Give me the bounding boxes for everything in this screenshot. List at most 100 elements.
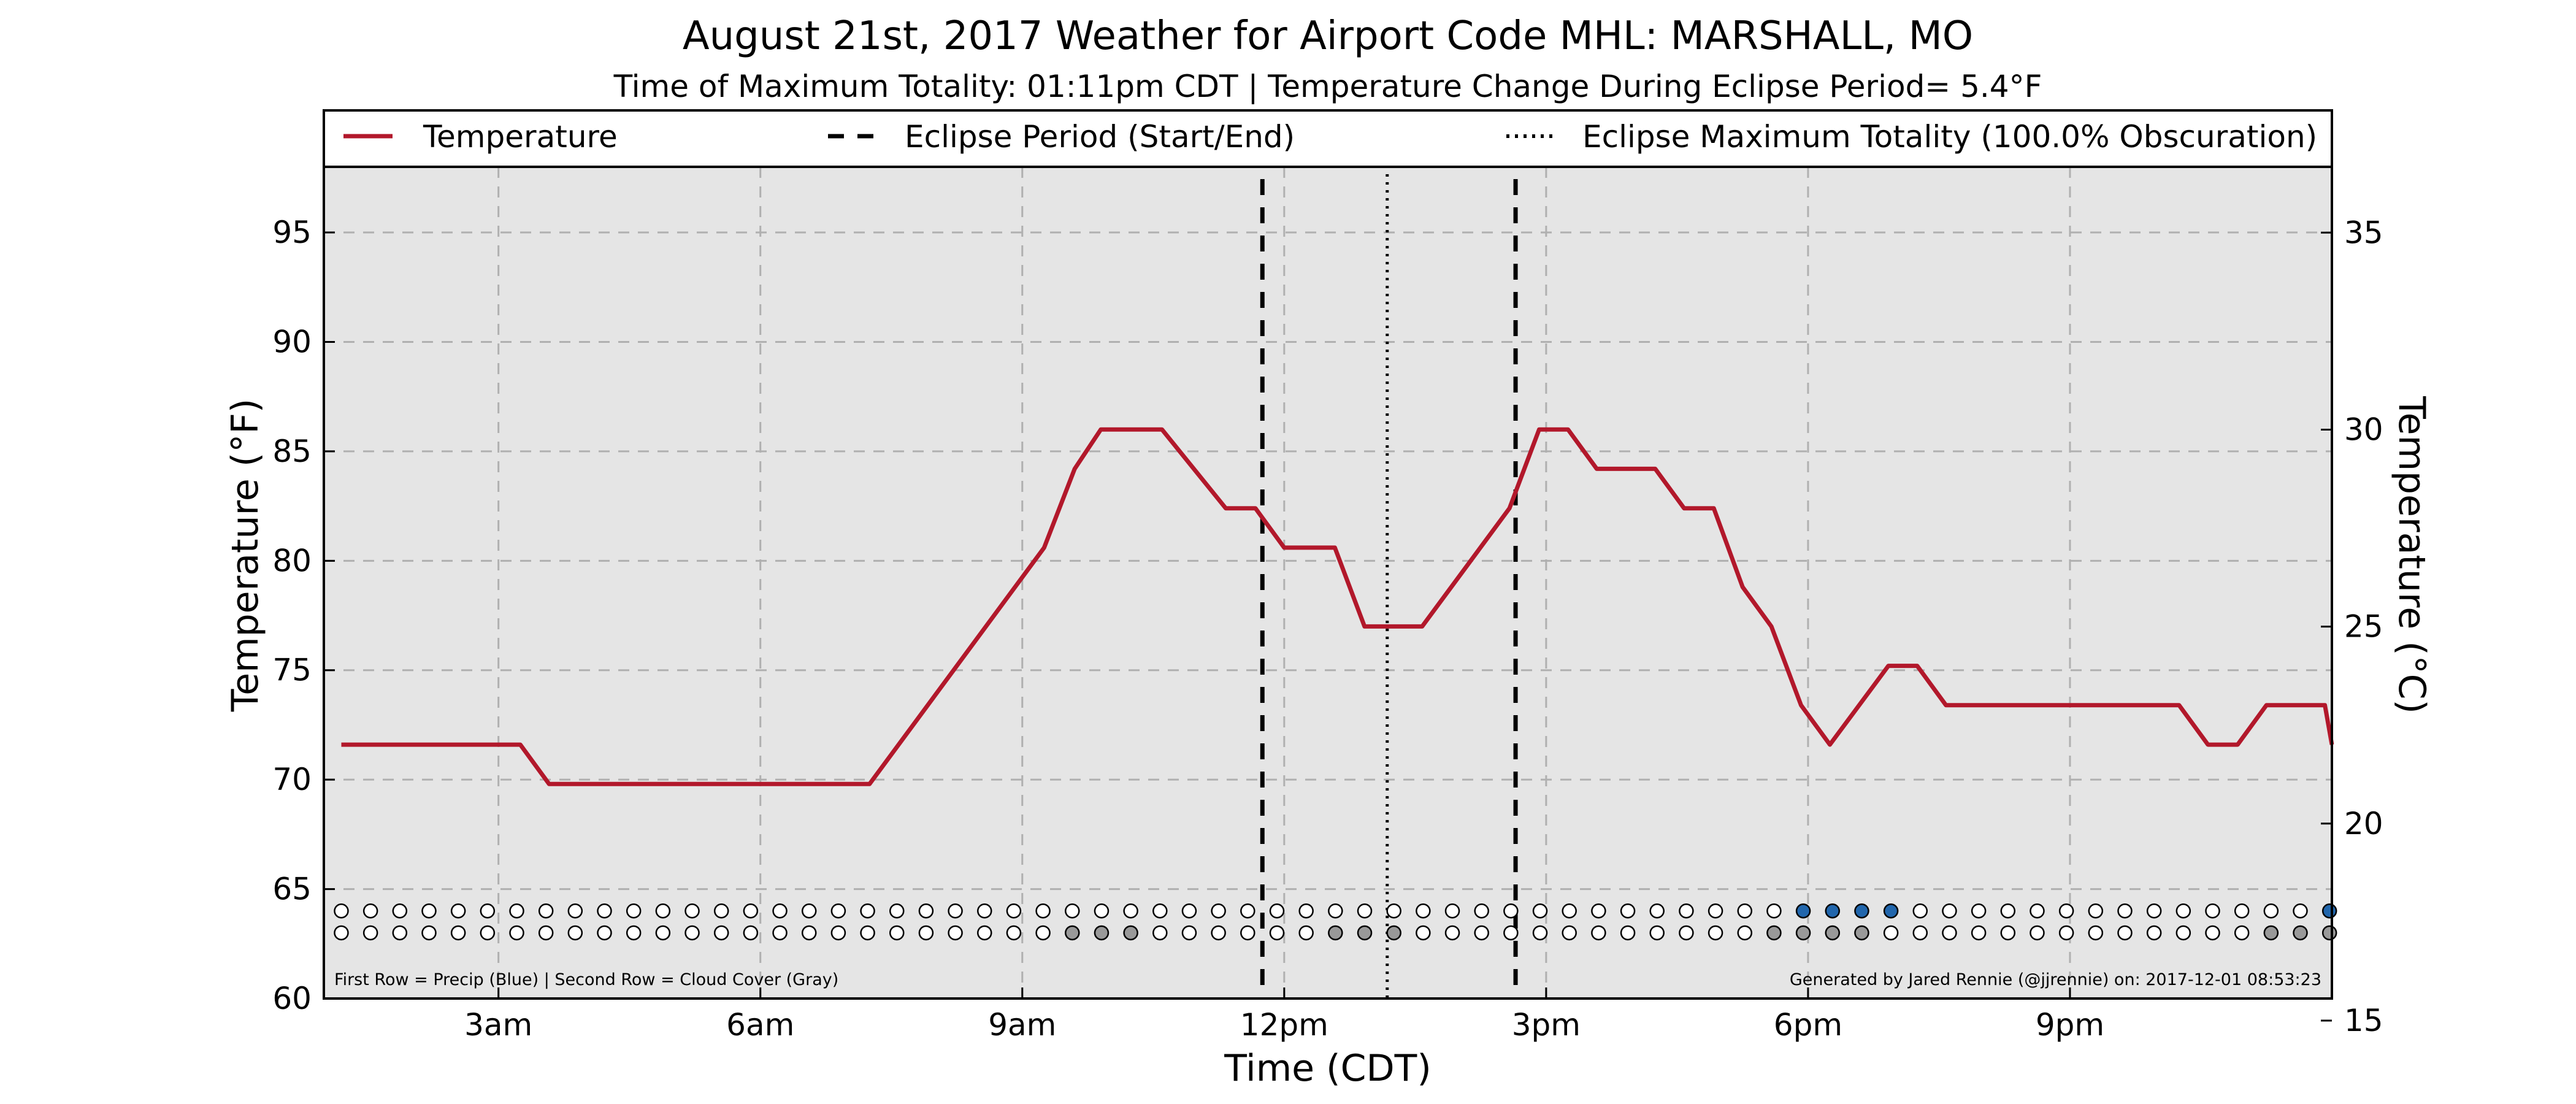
precip-marker — [2293, 903, 2308, 919]
precip-marker — [1240, 903, 1255, 919]
y2-tick-label: 35 — [2344, 215, 2383, 250]
y-tick-label: 85 — [272, 434, 312, 469]
cloud-marker — [977, 925, 992, 941]
precip-marker — [1737, 903, 1752, 919]
precip-marker — [772, 903, 788, 919]
plot-frame — [323, 109, 2333, 1000]
precip-marker — [1825, 903, 1841, 919]
precip-marker — [597, 903, 612, 919]
precip-marker — [1298, 903, 1314, 919]
cloud-marker — [1006, 925, 1022, 941]
cloud-marker — [421, 925, 437, 941]
y-tick-label: 75 — [272, 653, 312, 688]
cloud-marker — [1269, 925, 1285, 941]
precip-marker — [948, 903, 963, 919]
cloud-marker — [1123, 925, 1138, 941]
y2-tick-label: 25 — [2344, 609, 2383, 645]
cloud-marker — [1211, 925, 1226, 941]
cloud-marker — [538, 925, 554, 941]
x-tick-label: 9am — [988, 1007, 1056, 1043]
y-tick-label: 65 — [272, 872, 312, 907]
cloud-marker — [1532, 925, 1548, 941]
precip-marker — [743, 903, 759, 919]
cloud-marker — [1620, 925, 1636, 941]
cloud-marker — [1825, 925, 1841, 941]
cloud-marker — [684, 925, 700, 941]
precip-marker — [509, 903, 524, 919]
cloud-marker — [1416, 925, 1431, 941]
cloud-marker — [1883, 925, 1899, 941]
precip-marker — [392, 903, 408, 919]
cloud-marker — [2175, 925, 2191, 941]
cloud-marker — [2234, 925, 2250, 941]
cloud-marker — [567, 925, 583, 941]
cloud-marker — [1766, 925, 1782, 941]
cloud-marker — [2117, 925, 2133, 941]
y-axis-left: 60 65 70 75 80 85 90 95 — [272, 215, 335, 1016]
y-axis-right: 15 20 25 30 35 — [2321, 215, 2383, 1038]
cloud-marker — [1912, 925, 1928, 941]
precip-marker — [1679, 903, 1694, 919]
cloud-marker — [597, 925, 612, 941]
cloud-marker — [2058, 925, 2074, 941]
cloud-marker — [1942, 925, 1957, 941]
precip-marker — [918, 903, 934, 919]
precip-marker — [2030, 903, 2045, 919]
precip-marker — [1532, 903, 1548, 919]
precip-marker — [567, 903, 583, 919]
precip-marker — [2117, 903, 2133, 919]
cloud-marker — [1854, 925, 1869, 941]
precip-marker — [334, 903, 349, 919]
cloud-marker — [772, 925, 788, 941]
precip-marker — [860, 903, 875, 919]
x-tick-label: 12pm — [1240, 1007, 1328, 1043]
precip-marker — [684, 903, 700, 919]
y2-axis-label: Temperature (°C) — [2390, 396, 2433, 714]
cloud-marker — [2088, 925, 2104, 941]
cloud-marker — [2293, 925, 2308, 941]
cloud-marker — [2321, 925, 2337, 941]
y2-tick-label: 30 — [2344, 412, 2383, 447]
cloud-marker — [1737, 925, 1752, 941]
annotation-legend-note: First Row = Precip (Blue) | Second Row =… — [334, 970, 838, 989]
x-tick-label: 3pm — [1512, 1007, 1581, 1043]
precip-marker — [801, 903, 817, 919]
cloud-marker — [334, 925, 349, 941]
cloud-marker — [1795, 925, 1811, 941]
cloud-marker — [509, 925, 524, 941]
cloud-marker — [1065, 925, 1080, 941]
cloud-marker — [480, 925, 496, 941]
cloud-marker — [1240, 925, 1255, 941]
precip-marker — [1854, 903, 1869, 919]
precip-marker — [1094, 903, 1110, 919]
precip-marker — [421, 903, 437, 919]
cloud-marker — [1971, 925, 1987, 941]
precip-marker — [2088, 903, 2104, 919]
y2-tick-label: 15 — [2344, 1003, 2383, 1038]
precip-marker — [1503, 903, 1519, 919]
cloud-marker — [860, 925, 875, 941]
cloud-marker — [889, 925, 905, 941]
precip-marker — [1211, 903, 1226, 919]
cloud-marker — [2263, 925, 2279, 941]
precip-marker — [977, 903, 992, 919]
x-tick-label: 9pm — [2036, 1007, 2104, 1043]
annotation-generated-by: Generated by Jared Rennie (@jjrennie) on… — [1790, 970, 2321, 989]
precip-marker — [1181, 903, 1197, 919]
precip-marker — [1912, 903, 1928, 919]
y2-tick-label: 20 — [2344, 806, 2383, 841]
precip-marker — [830, 903, 846, 919]
precip-marker — [1065, 903, 1080, 919]
cloud-marker — [713, 925, 729, 941]
temperature-series — [341, 427, 2334, 786]
precip-marker — [2175, 903, 2191, 919]
plot-area — [324, 167, 2332, 999]
cloud-marker — [655, 925, 671, 941]
precip-marker — [2205, 903, 2220, 919]
cloud-marker — [1708, 925, 1723, 941]
precip-marker — [1971, 903, 1987, 919]
precip-marker — [2321, 903, 2337, 919]
cloud-marker — [2205, 925, 2220, 941]
temperature-line — [341, 427, 2334, 786]
precip-marker — [1269, 903, 1285, 919]
